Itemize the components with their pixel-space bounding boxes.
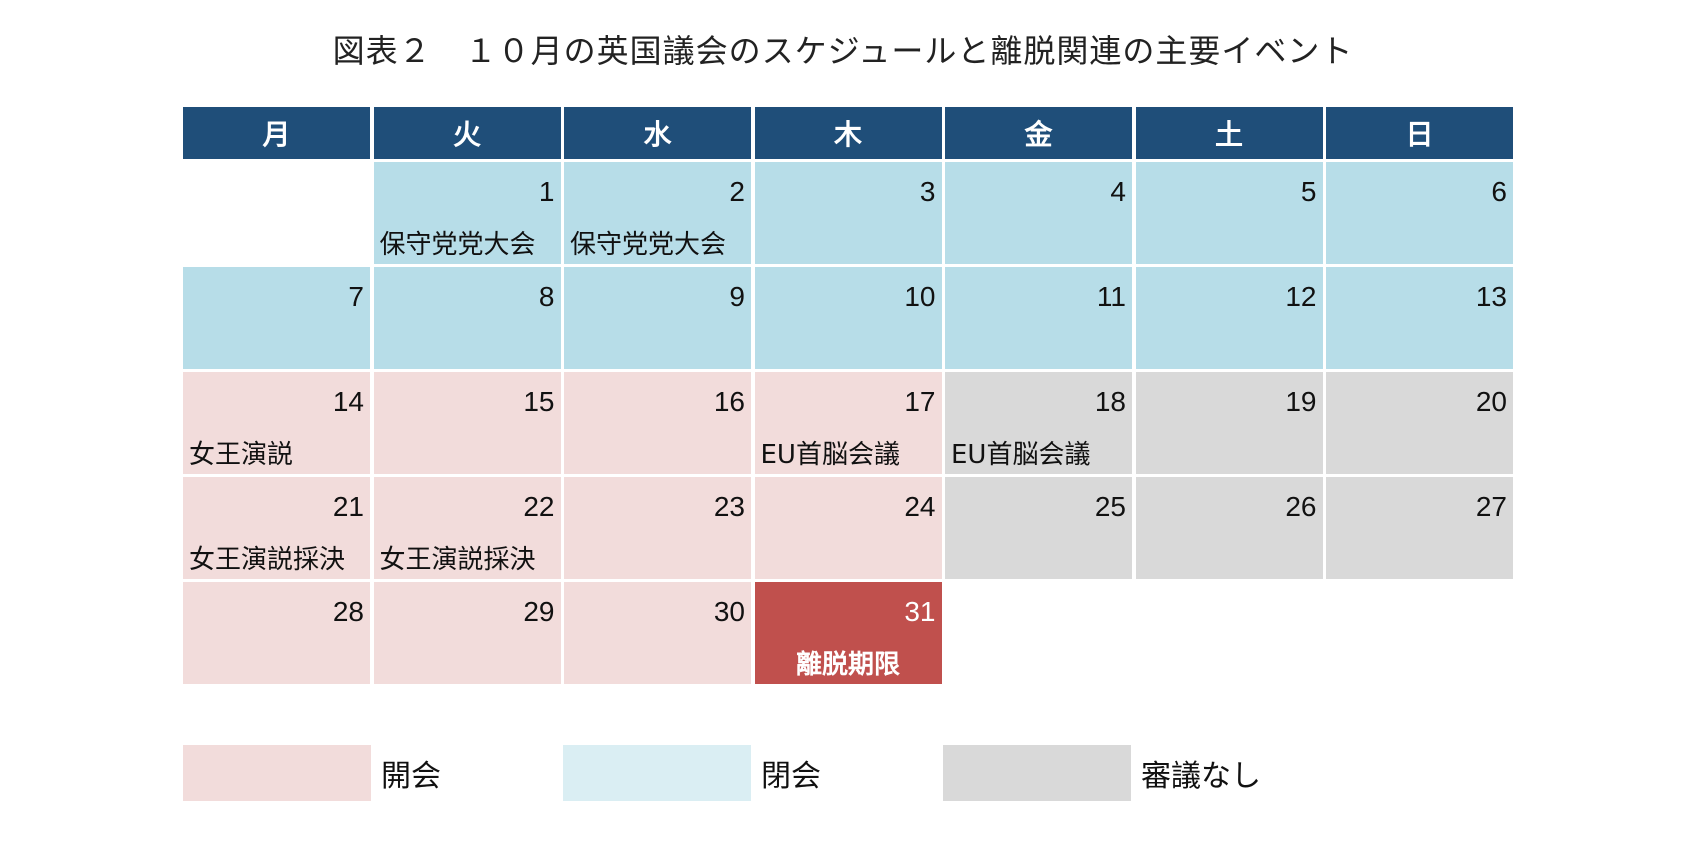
day-event: 女王演説採決: [379, 545, 536, 575]
day-number: 26: [1285, 491, 1317, 522]
day-cell-empty: [1135, 582, 1323, 684]
day-cell-18: 18 EU首脳会議: [945, 372, 1132, 474]
day-number: 30: [713, 596, 745, 627]
day-number: 17: [904, 386, 936, 417]
weekday-header-wed: 水: [564, 107, 751, 159]
day-number: 5: [1300, 176, 1317, 207]
day-number: 3: [919, 176, 936, 207]
day-cell-1: 1 保守党党大会: [373, 162, 561, 264]
day-cell-29: 29: [373, 582, 561, 684]
day-cell-16: 16: [564, 372, 751, 474]
day-cell-14: 14 女王演説: [183, 372, 370, 474]
legend-item-no-debate: 審議なし: [943, 745, 1261, 801]
day-cell-15: 15: [373, 372, 561, 474]
day-number: 14: [332, 386, 364, 417]
day-number: 25: [1094, 491, 1126, 522]
legend-item-sitting: 開会: [183, 745, 441, 801]
legend-label-no-debate: 審議なし: [1141, 759, 1261, 794]
day-cell-19: 19: [1135, 372, 1323, 474]
day-cell-5: 5: [1135, 162, 1323, 264]
day-cell-23: 23: [564, 477, 751, 579]
weekday-header-sun: 日: [1326, 107, 1513, 159]
day-cell-25: 25: [945, 477, 1132, 579]
day-event: EU首脳会議: [951, 440, 1091, 470]
day-number: 15: [523, 386, 555, 417]
weekday-header-fri: 金: [945, 107, 1132, 159]
legend-swatch-sitting: [183, 745, 371, 801]
day-number: 8: [538, 281, 555, 312]
day-cell-empty: [183, 162, 370, 264]
day-event: 保守党党大会: [379, 230, 536, 260]
legend: 開会 閉会 審議なし: [183, 745, 1383, 801]
day-cell-empty: [1326, 582, 1513, 684]
day-cell-28: 28: [183, 582, 370, 684]
day-number: 12: [1285, 281, 1317, 312]
day-cell-6: 6: [1326, 162, 1513, 264]
day-number: 28: [332, 596, 364, 627]
day-number: 6: [1491, 176, 1507, 207]
day-number: 19: [1285, 386, 1317, 417]
calendar-grid: 月 火 水 木 金 土 日 1 保守党党大会 2 保守党党大会 3 4 5 6 7 8 9 10 11 1…: [183, 107, 1513, 684]
day-number: 16: [713, 386, 745, 417]
page-title: 図表２ １０月の英国議会のスケジュールと離脱関連の主要イベント: [332, 32, 1354, 70]
day-cell-21: 21 女王演説採決: [183, 477, 370, 579]
day-event: 離脱期限: [795, 650, 900, 680]
legend-label-sitting: 開会: [381, 759, 441, 794]
day-cell-3: 3: [754, 162, 942, 264]
day-number: 27: [1475, 491, 1507, 522]
weekday-header-mon: 月: [183, 107, 370, 159]
day-cell-17: 17 EU首脳会議: [754, 372, 942, 474]
weekday-header-sat: 土: [1135, 107, 1323, 159]
day-cell-empty: [945, 582, 1132, 684]
legend-label-closed: 閉会: [761, 759, 821, 794]
day-cell-2: 2 保守党党大会: [564, 162, 751, 264]
day-number: 23: [713, 491, 745, 522]
weekday-header-tue: 火: [373, 107, 561, 159]
day-cell-31: 31 離脱期限: [754, 582, 942, 684]
day-cell-4: 4: [945, 162, 1132, 264]
day-cell-30: 30: [564, 582, 751, 684]
day-number: 2: [729, 176, 745, 207]
day-number: 9: [729, 281, 745, 312]
day-number: 4: [1110, 176, 1126, 207]
day-cell-8: 8: [373, 267, 561, 369]
day-number: 31: [904, 596, 936, 627]
day-cell-13: 13: [1326, 267, 1513, 369]
day-number: 18: [1094, 386, 1126, 417]
day-event: EU首脳会議: [760, 440, 900, 470]
day-number: 29: [523, 596, 555, 627]
day-number: 7: [348, 281, 364, 312]
day-cell-12: 12: [1135, 267, 1323, 369]
day-number: 11: [1096, 281, 1126, 312]
day-number: 10: [904, 281, 936, 312]
day-event: 保守党党大会: [570, 230, 727, 260]
day-cell-20: 20: [1326, 372, 1513, 474]
day-number: 20: [1475, 386, 1507, 417]
day-cell-10: 10: [754, 267, 942, 369]
legend-swatch-no-debate: [943, 745, 1131, 801]
day-cell-26: 26: [1135, 477, 1323, 579]
legend-swatch-closed: [563, 745, 751, 801]
day-cell-24: 24: [754, 477, 942, 579]
weekday-header-thu: 木: [754, 107, 942, 159]
day-cell-22: 22 女王演説採決: [373, 477, 561, 579]
day-cell-27: 27: [1326, 477, 1513, 579]
day-number: 21: [332, 491, 364, 522]
day-number: 13: [1475, 281, 1507, 312]
day-cell-11: 11: [945, 267, 1132, 369]
day-event: 女王演説採決: [189, 545, 346, 575]
day-number: 24: [904, 491, 936, 522]
day-cell-7: 7: [183, 267, 370, 369]
day-number: 22: [523, 491, 555, 522]
day-event: 女王演説: [189, 440, 294, 470]
day-number: 1: [538, 176, 555, 207]
legend-item-closed: 閉会: [563, 745, 821, 801]
day-cell-9: 9: [564, 267, 751, 369]
